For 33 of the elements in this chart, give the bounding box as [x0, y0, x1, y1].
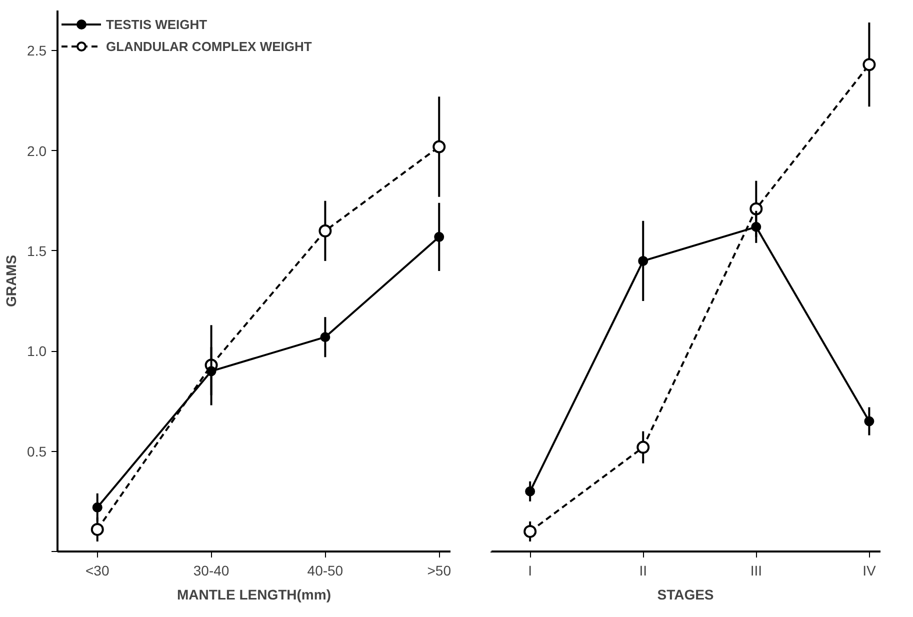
x-tick-label: <30: [85, 562, 110, 578]
point: [432, 140, 446, 154]
y-tick-label: 0.5: [27, 443, 47, 460]
point: [636, 440, 650, 454]
x-tick-label: II: [639, 562, 647, 578]
x-tick-label: IV: [862, 562, 876, 578]
y-tick-label: 2.0: [27, 142, 47, 159]
point: [434, 232, 444, 242]
point: [638, 256, 648, 266]
x-tick-label: 30-40: [193, 562, 230, 578]
point: [525, 486, 536, 496]
x-tick-label: I: [528, 562, 532, 578]
point: [864, 416, 874, 426]
point: [320, 332, 330, 342]
point: [751, 222, 762, 232]
y-tick-label: 1.5: [27, 242, 47, 259]
x-tick-label: >50: [427, 562, 452, 578]
point: [206, 366, 216, 376]
legend-label: TESTIS WEIGHT: [106, 16, 208, 32]
point: [318, 224, 332, 238]
y-tick-label: 1.0: [27, 343, 47, 360]
point: [92, 502, 102, 512]
x-tick-label: III: [750, 562, 762, 578]
y-axis-title: GRAMS: [3, 254, 20, 308]
point: [750, 202, 763, 216]
x-axis-title: STAGES: [657, 586, 714, 602]
y-tick-label: 2.5: [27, 42, 47, 59]
point: [524, 524, 537, 538]
legend-label: GLANDULAR COMPLEX WEIGHT: [106, 38, 312, 54]
point: [90, 522, 104, 536]
x-tick-label: 40-50: [307, 562, 344, 578]
x-axis-title: MANTLE LENGTH(mm): [177, 586, 332, 602]
point: [862, 58, 876, 72]
